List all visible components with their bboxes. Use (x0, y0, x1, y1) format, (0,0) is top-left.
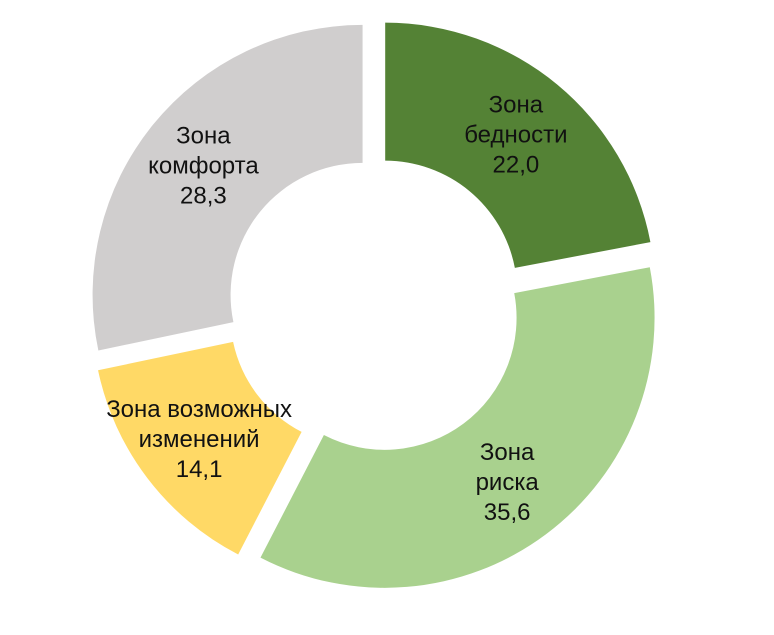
donut-slice-2 (260, 267, 655, 588)
labels-layer: Зона бедности 22,0 Зона риска 35,6 Зона возмож… (106, 92, 567, 526)
slice-label-1: Зона бедности 22,0 (464, 92, 567, 179)
slice-value-label: 14,1 (176, 456, 223, 483)
slice-label-2: Зона риска 35,6 (476, 439, 540, 526)
slice-name-label: комфорта (148, 153, 259, 180)
slices-layer (92, 22, 655, 588)
slice-name-label: Зона возможных (106, 396, 292, 423)
slice-name-label: Зона (489, 92, 544, 119)
slice-value-label: 35,6 (484, 499, 531, 526)
slice-name-label: Зона (176, 123, 231, 150)
slice-label-4: Зона комфорта 28,3 (148, 123, 259, 210)
slice-name-label: изменений (139, 426, 260, 453)
donut-slice-3 (98, 341, 302, 555)
slice-value-label: 28,3 (180, 183, 227, 210)
slice-label-3: Зона возможных изменений 14,1 (106, 396, 292, 483)
slice-value-label: 22,0 (493, 152, 540, 179)
slice-name-label: бедности (464, 122, 567, 149)
slice-name-label: Зона (480, 439, 535, 466)
donut-slice-1 (385, 22, 651, 268)
slice-name-label: риска (476, 469, 540, 496)
donut-slice-4 (92, 24, 363, 351)
